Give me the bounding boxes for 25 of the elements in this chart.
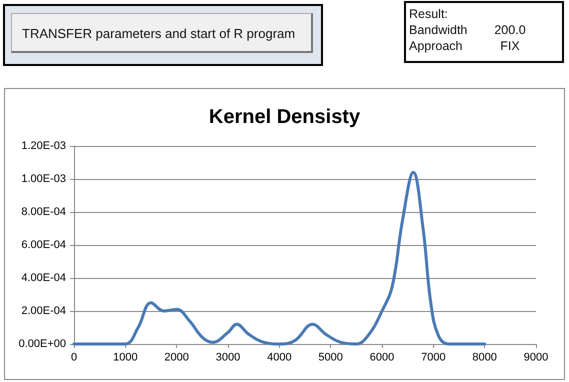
y-tick-label: 1.00E-03 xyxy=(21,173,66,185)
x-tick-label: 3000 xyxy=(216,352,240,364)
text: Bandwidth xyxy=(409,23,468,37)
text: FIX xyxy=(499,39,521,53)
x-tick-label: 6000 xyxy=(370,352,394,364)
line-series xyxy=(72,170,486,346)
x-tick-label: 4000 xyxy=(267,352,292,364)
chart-title: Kernel Densisty xyxy=(208,106,361,128)
text: 200.0 xyxy=(493,23,527,37)
x-tick-label: 5000 xyxy=(318,352,343,364)
x-tick-label: 7000 xyxy=(421,352,446,364)
y-tick-label: 1.20E-03 xyxy=(21,140,66,152)
y-tick-label: 8.00E-04 xyxy=(21,206,66,218)
text: Result: xyxy=(409,7,448,21)
x-tick-label: 0 xyxy=(70,352,78,364)
x-tick-label: 2000 xyxy=(164,352,189,364)
text: Approach xyxy=(409,39,463,53)
y-tick-label: 2.00E-04 xyxy=(21,305,66,317)
y-tick-label: 6.00E-04 xyxy=(21,239,66,251)
x-tick-label: 8000 xyxy=(472,352,497,364)
button: TRANSFER parameters and start of R program xyxy=(11,13,313,53)
x-tick-label: 9000 xyxy=(524,352,548,364)
x-tick-label: 1000 xyxy=(113,352,138,364)
y-tick-label: 4.00E-04 xyxy=(21,272,66,284)
y-tick-label: 0.00E+00 xyxy=(18,338,66,350)
